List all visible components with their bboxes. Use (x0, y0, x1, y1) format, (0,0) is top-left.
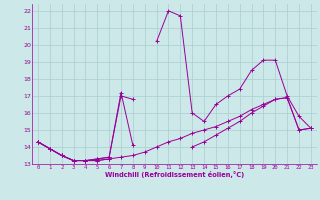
X-axis label: Windchill (Refroidissement éolien,°C): Windchill (Refroidissement éolien,°C) (105, 171, 244, 178)
